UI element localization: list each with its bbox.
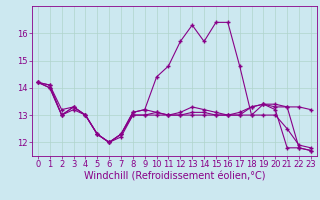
X-axis label: Windchill (Refroidissement éolien,°C): Windchill (Refroidissement éolien,°C) (84, 172, 265, 182)
